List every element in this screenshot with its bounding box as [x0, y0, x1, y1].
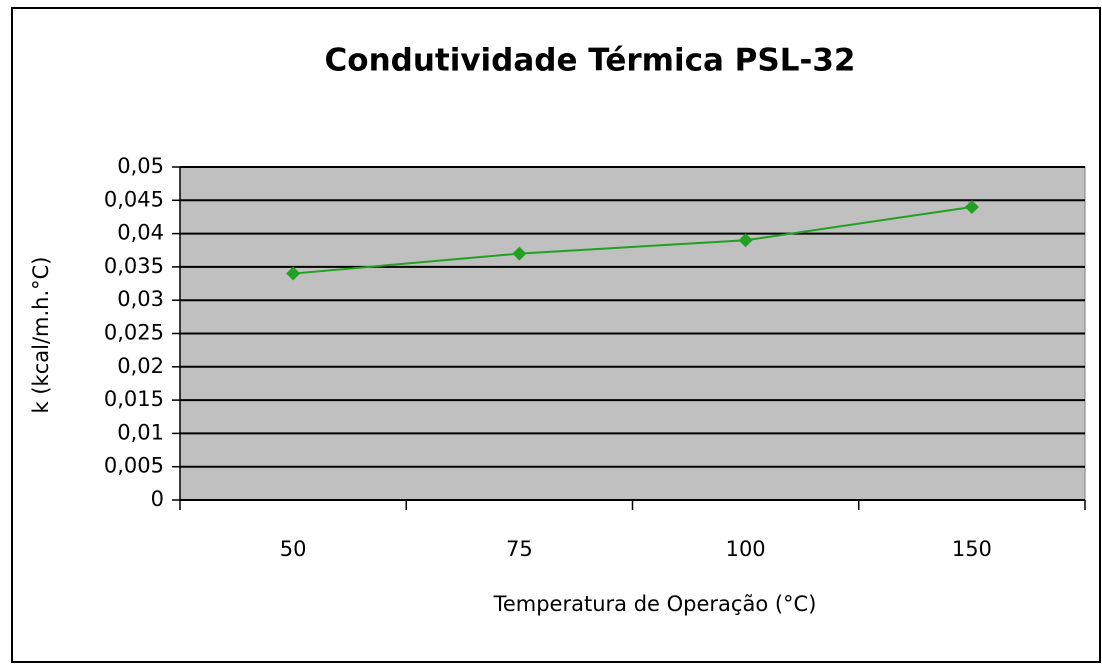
y-tick-label: 0 — [151, 487, 164, 511]
y-tick-label: 0,045 — [104, 187, 164, 211]
y-tick-label: 0,005 — [104, 454, 164, 478]
y-axis-title: k (kcal/m.h.°C) — [29, 257, 53, 414]
chart-title: Condutividade Térmica PSL-32 — [325, 43, 856, 79]
data-marker — [512, 246, 527, 261]
x-tick-label: 75 — [506, 537, 533, 561]
y-tick-label: 0,02 — [117, 354, 164, 378]
y-tick-label: 0,05 — [117, 154, 164, 178]
x-axis-title: Temperatura de Operação (°C) — [493, 592, 817, 616]
data-line — [293, 205, 973, 275]
y-tick-label: 0,015 — [104, 387, 164, 411]
x-tick-label: 50 — [280, 537, 307, 561]
y-tick-label: 0,035 — [104, 254, 164, 278]
x-tick-label: 100 — [726, 537, 766, 561]
x-tick-label: 150 — [952, 537, 992, 561]
y-tick-label: 0,01 — [117, 420, 164, 444]
y-tick-label: 0,025 — [104, 321, 164, 345]
data-marker — [964, 199, 979, 214]
data-marker — [286, 266, 301, 281]
data-marker — [738, 233, 753, 248]
y-tick-label: 0,04 — [117, 221, 164, 245]
y-tick-label: 0,03 — [117, 287, 164, 311]
